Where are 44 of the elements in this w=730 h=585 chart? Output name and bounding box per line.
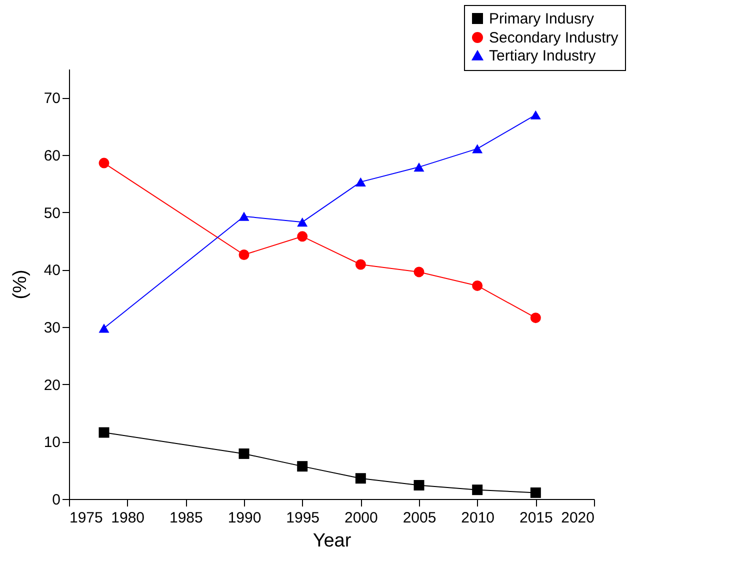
point: [98, 427, 110, 438]
x-tick-label: 1975: [70, 510, 103, 526]
point: [414, 162, 424, 172]
point: [297, 231, 308, 242]
x-tick-label: 1980: [111, 510, 145, 526]
legend-label: Secondary Industry: [489, 30, 619, 46]
point: [355, 259, 366, 270]
point: [98, 324, 110, 333]
y-tick-label: 0: [52, 492, 60, 508]
point: [530, 312, 541, 324]
x-tick-label: 1995: [286, 510, 320, 526]
point: [530, 487, 541, 498]
x-tick-label: 1985: [169, 510, 203, 526]
x-tick-label: 2005: [402, 510, 436, 526]
x-tick-label: 2000: [344, 510, 378, 526]
point: [98, 158, 110, 168]
point: [238, 212, 250, 221]
legend-label: Primary Indusry: [489, 10, 595, 28]
point: [238, 250, 250, 260]
point: [472, 280, 483, 291]
y-tick-label: 60: [44, 148, 60, 164]
y-tick-label: 50: [44, 204, 60, 222]
x-tick-label: 2015: [519, 510, 553, 526]
y-tick-label: 40: [44, 262, 60, 280]
y-tick-label: 20: [44, 376, 60, 394]
point: [238, 448, 250, 459]
point: [414, 266, 424, 278]
legend-label: Tertiary Industry: [489, 48, 596, 64]
point: [297, 461, 308, 472]
point: [472, 484, 483, 496]
x-tick-label: 2020: [561, 510, 594, 526]
x-tick-label: 1990: [228, 510, 262, 526]
x-tick-label: 2010: [461, 510, 495, 526]
point: [355, 177, 366, 186]
point: [414, 480, 424, 490]
point: [472, 144, 483, 154]
y-axis-title: (%): [10, 270, 31, 300]
y-tick-label: 70: [44, 90, 60, 108]
y-tick-label: 10: [44, 434, 60, 452]
point: [530, 110, 541, 120]
y-tick-label: 30: [44, 320, 60, 336]
point: [355, 473, 366, 484]
x-axis-title: Year: [312, 530, 352, 552]
point: [297, 218, 308, 227]
